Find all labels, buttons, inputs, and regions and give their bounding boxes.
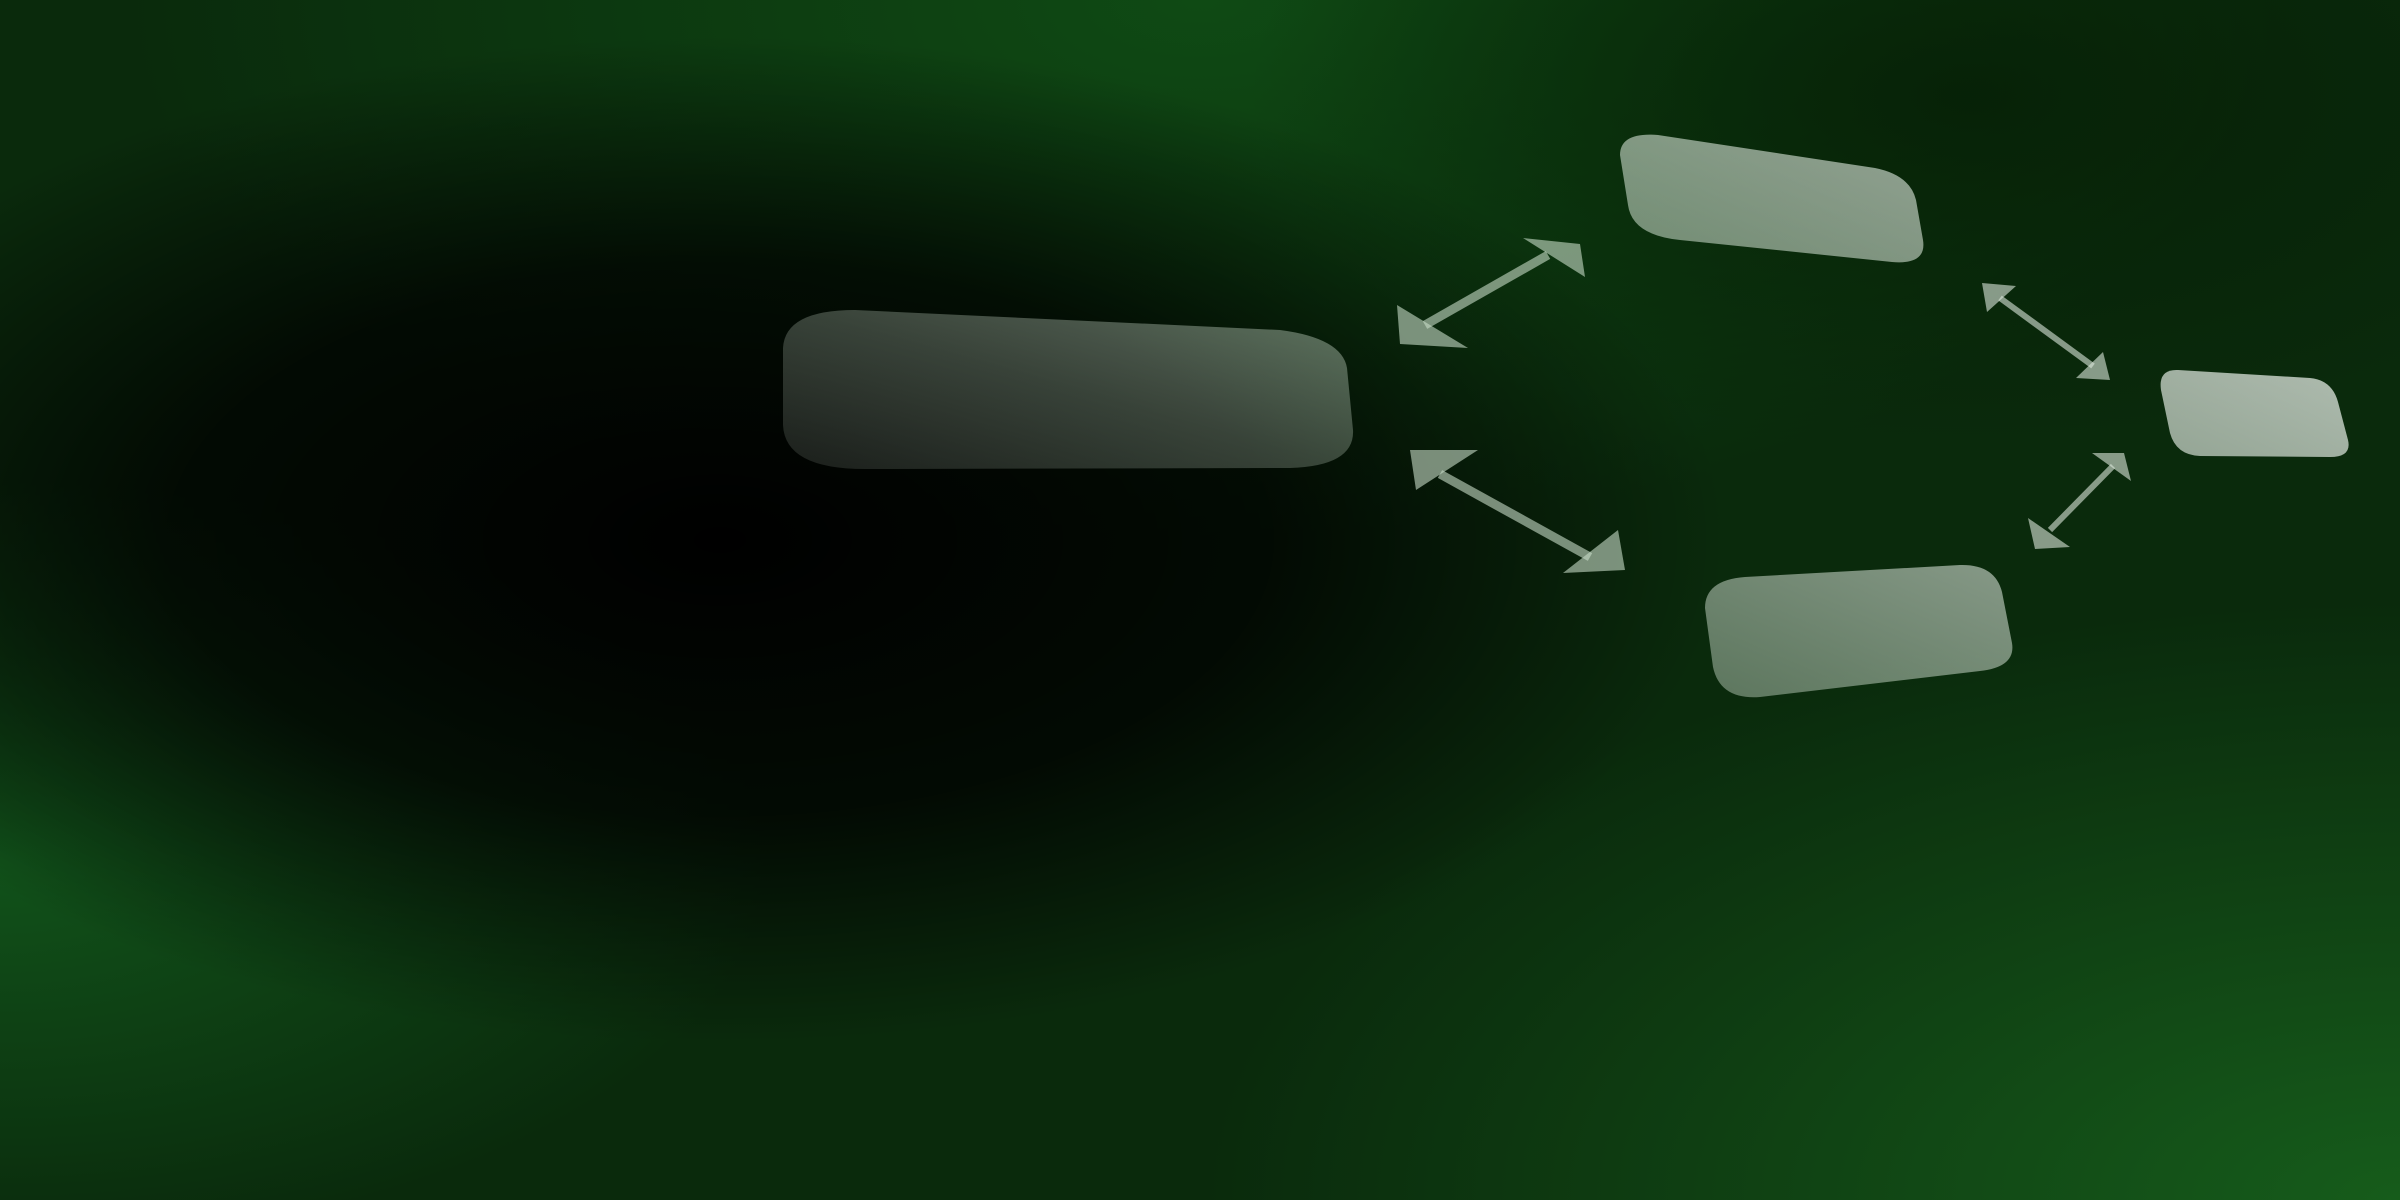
arrowhead-upper-node-end xyxy=(1982,283,2016,312)
arrowhead-upper-end xyxy=(1523,238,1585,277)
connector-main-lower xyxy=(1410,450,1625,573)
connector-lower-right xyxy=(2028,453,2131,549)
connector-main-upper xyxy=(1397,238,1585,348)
connector-main-upper-shaft xyxy=(1422,251,1551,329)
arrowhead-lower-node-end xyxy=(2028,518,2070,549)
upper-node[interactable] xyxy=(1620,134,1924,263)
arrowhead-right-node-end xyxy=(2076,352,2110,380)
arrowhead-right-node-end-lower xyxy=(2092,453,2131,481)
lower-node[interactable] xyxy=(1705,564,2013,698)
arrowhead-main-end-lower xyxy=(1410,450,1478,490)
connector-upper-right-shaft xyxy=(1998,295,2095,369)
lower-node-shape xyxy=(1705,564,2013,698)
right-node[interactable] xyxy=(2160,369,2349,457)
arrowhead-lower-end xyxy=(1563,530,1625,573)
connector-upper-right xyxy=(1982,283,2110,380)
connector-lower-right-shaft xyxy=(2047,463,2116,533)
arrowhead-main-end xyxy=(1397,305,1468,348)
upper-node-shape xyxy=(1620,134,1924,263)
main-node[interactable] xyxy=(783,310,1354,469)
main-node-shape xyxy=(783,310,1354,469)
connector-main-lower-shaft xyxy=(1437,470,1593,561)
right-node-shape xyxy=(2160,369,2349,457)
